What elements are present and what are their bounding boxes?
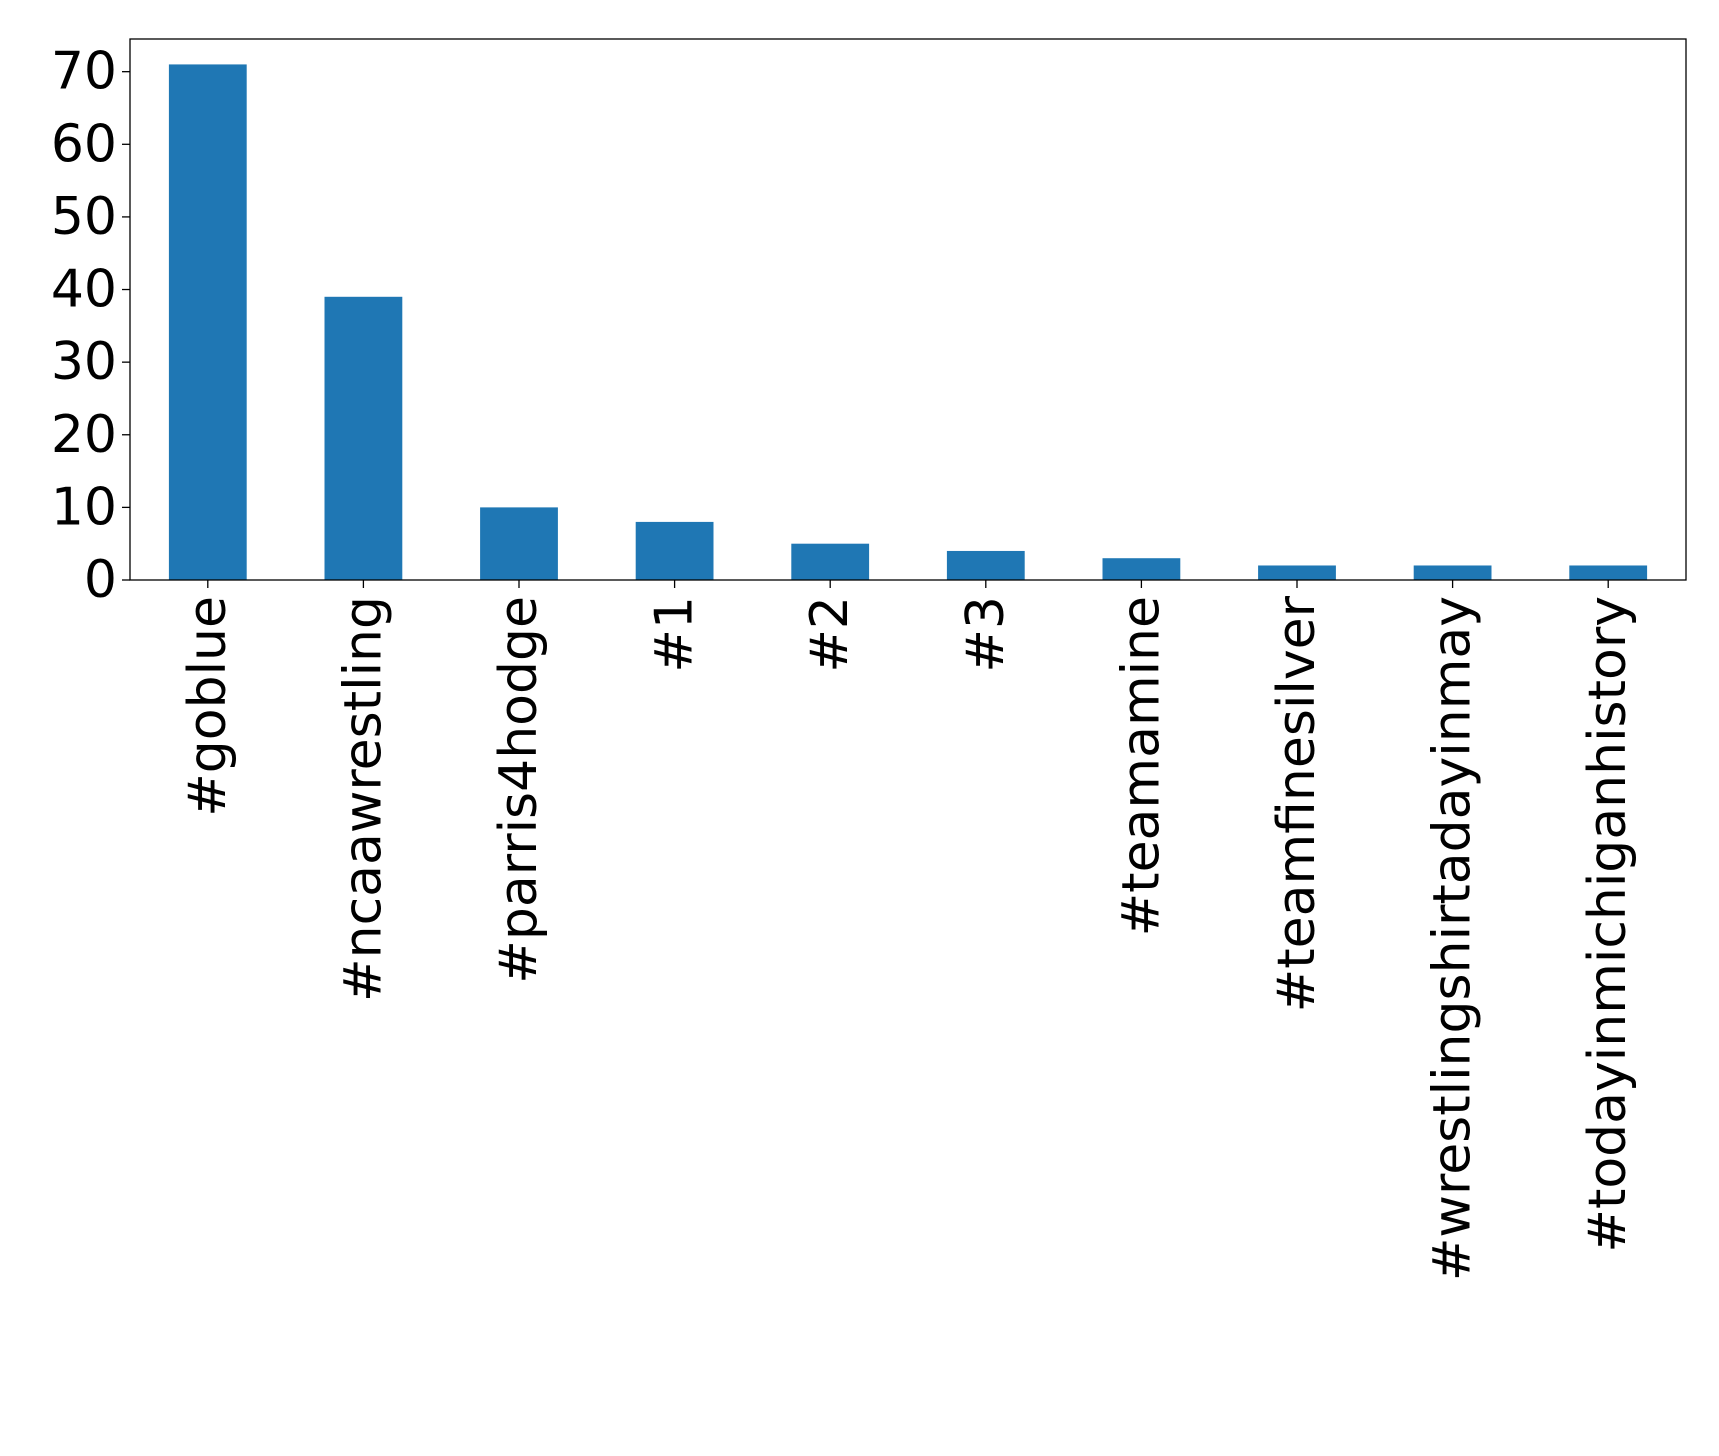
y-axis: 0 10 20 30 40 50 60 70	[51, 42, 130, 610]
bar	[1258, 565, 1336, 580]
x-tick-label: #wrestlingshirtadayinmay	[1423, 596, 1483, 1281]
bar	[946, 550, 1025, 580]
x-tick-label: #todayinmichiganhistory	[1578, 596, 1638, 1253]
y-tick-label: 40	[51, 260, 117, 320]
bar	[1569, 565, 1648, 580]
y-tick-label: 0	[84, 550, 117, 610]
y-tick-label: 10	[51, 477, 117, 537]
x-tick-label: #ncaawrestling	[333, 596, 393, 1002]
y-tick-label: 20	[51, 405, 117, 465]
x-tick-label: #1	[645, 596, 705, 673]
x-tick-label: #3	[956, 596, 1016, 673]
x-tick-label: #2	[800, 596, 860, 673]
x-tick-label: #teamamine	[1111, 596, 1171, 936]
bar	[480, 507, 558, 580]
y-tick-label: 70	[51, 42, 117, 102]
plot-frame	[129, 38, 1687, 581]
x-tick-label: #parris4hodge	[489, 596, 549, 984]
bar	[791, 543, 870, 580]
x-tick-label: #teamfinesilver	[1267, 595, 1327, 1012]
y-tick-label: 50	[51, 187, 117, 247]
y-tick-label: 60	[51, 114, 117, 174]
bar	[168, 64, 247, 580]
bar	[1102, 558, 1181, 580]
x-tick-label: #goblue	[178, 596, 238, 817]
bar	[635, 521, 714, 580]
y-tick-label: 30	[51, 332, 117, 392]
bar	[1413, 565, 1492, 580]
bar	[324, 296, 403, 580]
x-axis: #goblue #ncaawrestling #parris4hodge #1 #2 #3…	[178, 580, 1638, 1281]
bars-group	[168, 64, 1648, 580]
